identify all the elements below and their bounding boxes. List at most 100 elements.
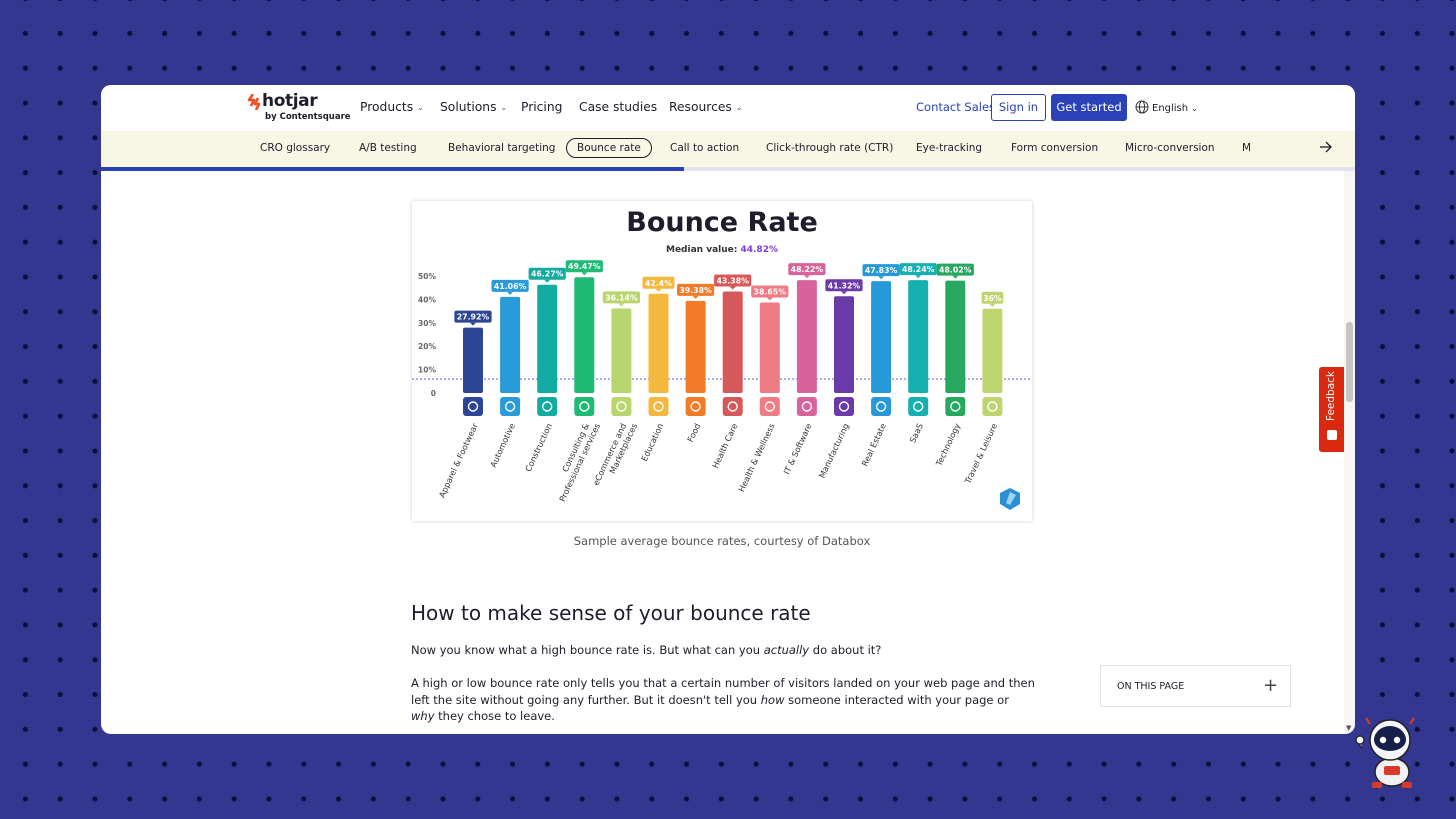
scroll-down-arrow-icon[interactable]: ▼	[1346, 724, 1352, 732]
house-key-icon	[871, 397, 892, 416]
bar	[611, 308, 632, 393]
feedback-tab[interactable]: Feedback	[1319, 367, 1344, 452]
cart-icon	[611, 397, 632, 416]
data-label-pointer	[878, 276, 885, 280]
construction-icon	[537, 397, 558, 416]
top-navigation: hotjar by Contentsquare Products ⌄ Soluti…	[101, 85, 1355, 131]
glossary-item-behavioral-targeting[interactable]: Behavioral targeting	[448, 142, 556, 154]
scrollbar-thumb[interactable]	[1346, 322, 1353, 402]
plus-icon: +	[1263, 675, 1279, 696]
sign-in-button[interactable]: Sign in	[991, 94, 1046, 121]
bar	[574, 277, 595, 393]
data-label-badge	[642, 276, 675, 289]
nav-products[interactable]: Products ⌄	[360, 100, 424, 114]
data-label: 39.38%	[679, 286, 712, 295]
hotjar-flame-icon	[247, 94, 261, 110]
paragraph-2-text-c: they chose to leave.	[434, 709, 555, 723]
data-label-badge	[936, 263, 974, 276]
nav-solutions[interactable]: Solutions ⌄	[440, 100, 507, 114]
data-label-badge	[862, 264, 900, 277]
logo-wordmark: hotjar	[262, 91, 318, 111]
chevron-down-icon: ⌄	[735, 103, 743, 112]
data-label: 38.65%	[754, 288, 787, 297]
category-label: SaaS	[907, 422, 925, 445]
glossary-item-call-to-action[interactable]: Call to action	[670, 142, 740, 154]
bar	[796, 280, 817, 393]
paragraph-2: A high or low bounce rate only tells you…	[411, 675, 1036, 725]
chevron-down-icon: ⌄	[1191, 104, 1198, 113]
data-label-badge	[899, 263, 937, 276]
data-label-badge	[528, 267, 566, 280]
data-label-pointer	[989, 303, 996, 307]
globe-icon	[1135, 100, 1149, 114]
category-label: Construction	[523, 422, 554, 473]
data-label-pointer	[655, 288, 662, 292]
bar	[982, 308, 1003, 393]
paragraph-2-text-a: A high or low bounce rate only tells you…	[411, 676, 1035, 707]
glossary-item-bounce-rate[interactable]: Bounce rate	[566, 138, 652, 158]
tshirt-icon-glyph	[467, 401, 479, 412]
bar	[648, 293, 669, 393]
on-this-page-label: ON THIS PAGE	[1117, 681, 1185, 692]
glossary-item-form-conversion[interactable]: Form conversion	[1011, 142, 1099, 154]
nav-resources[interactable]: Resources ⌄	[669, 100, 743, 114]
data-label-pointer	[692, 295, 699, 299]
nav-pricing[interactable]: Pricing	[521, 100, 562, 114]
nav-case-studies[interactable]: Case studies	[579, 100, 657, 114]
data-label-badge	[825, 279, 863, 292]
glossary-item-ctr[interactable]: Click-through rate (CTR)	[766, 142, 894, 154]
category-label: Travel & Leisure	[962, 422, 999, 486]
house-key-icon-glyph	[875, 401, 887, 412]
data-label-badge	[677, 283, 715, 296]
chart-plot: 0 10% 20% 30% 40% 50% 27.92% Apparel & Footwear…	[412, 260, 1032, 510]
data-label: 36%	[983, 294, 1002, 303]
factory-icon	[834, 397, 854, 416]
car-icon-glyph	[504, 401, 516, 412]
network-icon-glyph	[950, 401, 961, 412]
glossary-item-eye-tracking[interactable]: Eye-tracking	[916, 142, 983, 154]
on-this-page-toggle[interactable]: ON THIS PAGE +	[1100, 665, 1291, 707]
chart-title: Bounce Rate	[626, 207, 818, 238]
data-label-pointer	[618, 303, 625, 307]
phone-icon-glyph	[579, 401, 590, 412]
language-selector[interactable]: English ⌄	[1135, 100, 1198, 114]
contact-sales-link[interactable]: Contact Sales	[916, 100, 996, 114]
median-label: Median value:	[666, 245, 738, 255]
data-label: 36.14%	[605, 293, 638, 302]
y-tick-label: 20%	[418, 342, 436, 351]
glossary-item-clipped[interactable]: M	[1242, 142, 1250, 154]
category-label: Real Estate	[859, 422, 888, 468]
nav-case-studies-label: Case studies	[579, 100, 658, 114]
get-started-button[interactable]: Get started	[1051, 94, 1127, 121]
paragraph-1-text-a: Now you know what a high bounce rate is.…	[411, 643, 764, 657]
category-label: Health & Wellness	[736, 422, 777, 494]
astronaut-mascot-icon[interactable]	[1354, 716, 1424, 790]
glossary-item-ab-testing[interactable]: A/B testing	[359, 142, 417, 154]
bar	[537, 284, 558, 393]
bar	[834, 296, 854, 393]
data-label-badge	[714, 274, 752, 287]
data-label-pointer	[470, 322, 476, 326]
bar	[685, 300, 706, 393]
data-label: 27.92%	[457, 313, 490, 322]
monitor-icon-glyph	[801, 401, 813, 412]
glossary-item-cro-glossary[interactable]: CRO glossary	[260, 142, 331, 154]
arrow-right-icon[interactable]	[1319, 140, 1333, 154]
monitor-icon	[796, 397, 817, 416]
data-label-pointer	[952, 275, 959, 279]
page-scrollbar[interactable]: ▼	[1344, 171, 1355, 734]
glossary-item-micro-conversion[interactable]: Micro-conversion	[1125, 142, 1215, 154]
category-label: Automotive	[488, 422, 517, 469]
chevron-down-icon: ⌄	[417, 103, 424, 112]
category-label: IT & Software	[781, 422, 813, 476]
nav-solutions-label: Solutions	[440, 100, 497, 114]
logo-subline: by Contentsquare	[265, 112, 351, 122]
data-label-badge	[788, 263, 826, 276]
bar	[722, 291, 743, 393]
nav-resources-label: Resources	[669, 100, 732, 114]
data-label-badge	[454, 310, 492, 323]
paragraph-1: Now you know what a high bounce rate is.…	[411, 642, 1031, 659]
cloud-icon	[908, 397, 929, 416]
data-label-badge	[565, 260, 603, 273]
bar	[500, 296, 521, 393]
